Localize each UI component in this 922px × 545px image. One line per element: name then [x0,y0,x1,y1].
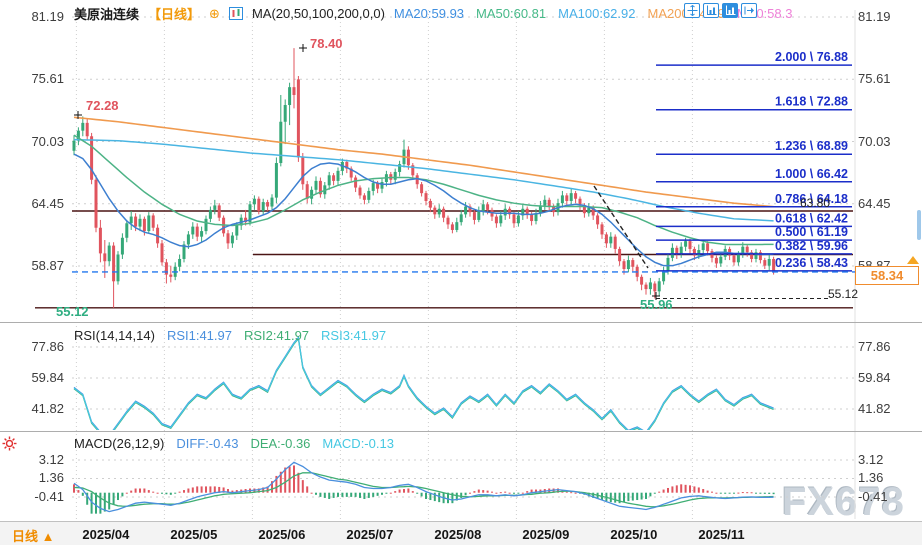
left-high-label: 72.28 [86,98,119,113]
resistance-price-label: 63.80 [800,196,831,210]
macd-axis-label: 3.12 [38,452,64,467]
fib-level-label: 0.236 \ 58.43 [775,256,848,270]
time-axis-label: 2025/06 [258,527,306,542]
fib-level-label: 0.382 \ 59.96 [775,239,848,253]
time-axis-label: 2025/08 [434,527,482,542]
move-icon[interactable] [684,3,700,18]
april-low-label: 55.12 [56,304,89,319]
fib-level-label: 0.618 \ 62.42 [775,211,848,225]
drawing-tool-icon[interactable] [2,436,17,456]
macd-params-label: MACD(26,12,9) [74,436,165,451]
time-axis-label: 2025/09 [522,527,570,542]
anchor-cross-icon [74,111,82,119]
rsi-value-label: RSI2:41.97 [243,328,310,343]
period-selector-button[interactable]: 日线 ▲ [12,529,55,544]
rsi-values: RSI1:41.97 RSI2:41.97 RSI3:41.97 [167,328,386,343]
price-axis-label: 58.87 [31,258,64,273]
macd-value-label: DIFF:-0.43 [176,436,239,451]
macd-axis-label: -0.41 [34,488,64,504]
time-axis-label: 2025/04 [82,527,130,542]
rsi-value-label: RSI3:41.97 [321,328,387,343]
ma-value-label: MA100:62.92 [558,6,636,21]
fib-level-label: 1.618 \ 72.88 [775,95,848,109]
candlesticks [72,48,776,308]
rsi-value-label: RSI1:41.97 [166,328,232,343]
ma-params-label: MA(20,50,100,200,0,0) [251,6,385,21]
period-tag: 【日线】 [148,7,201,22]
fx678-watermark: FX678 [782,480,905,524]
symbol-title: 美原油连续 [74,7,140,22]
axis-scale-icon[interactable] [703,3,719,18]
time-axis-label: 2025/05 [170,527,218,542]
macd-value-label: DEA:-0.36 [250,436,311,451]
rsi-axis-label: 59.84 [31,370,64,385]
fib-level-label: 1.000 \ 66.42 [775,167,848,181]
time-axis-label: 2025/11 [698,527,745,542]
time-axis-label: 2025/10 [610,527,658,542]
macd-value-label: MACD:-0.13 [322,436,394,451]
macd-header: MACD(26,12,9) DIFF:-0.43 DEA:-0.36 MACD:-0… [74,436,394,451]
last-price-tag: 58.34 [855,266,919,285]
price-axis-label: 64.45 [31,195,64,211]
support-price-label: 55.12 [828,287,859,301]
rsi-axis-label: 77.86 [31,339,64,354]
axis-scale-active-icon[interactable] [722,3,738,18]
price-axis-label: 64.45 [858,195,891,211]
indicator-candle-icon[interactable] [228,7,243,20]
macd-axis-label: -0.41 [858,488,888,504]
pop-out-icon[interactable] [741,3,757,18]
rsi-axis-label: 41.82 [858,401,891,416]
ma-value-label: MA20:59.93 [393,6,465,21]
ma-value-label: MA50:60.81 [476,6,547,21]
fib-level-label: 2.000 \ 76.88 [775,50,848,64]
price-axis-label: 70.03 [31,133,64,149]
chart-toolbar [684,3,757,18]
oct-low-label: 55.96 [640,297,673,312]
price-axis-label: 70.03 [858,133,891,149]
bottom-time-axis [0,521,922,545]
time-axis-label: 2025/07 [346,527,394,542]
rsi-axis-label: 77.86 [858,339,891,354]
macd-axis-label: 1.36 [38,470,64,486]
scroll-latest-arrow-icon[interactable] [907,256,919,264]
rsi-curves [73,336,774,430]
rsi-axis-label: 41.82 [31,401,64,416]
fib-level-label: 0.786 \ 64.18 [775,192,848,206]
price-axis-label: 75.61 [31,71,64,87]
macd-plot [73,461,775,514]
rsi-header: RSI(14,14,14) RSI1:41.97 RSI2:41.97 RSI3:4… [74,328,386,343]
rsi-axis-label: 59.84 [858,370,891,385]
price-axis-label: 75.61 [858,71,891,87]
macd-axis-label: 1.36 [858,470,884,486]
fib-level-label: 0.500 \ 61.19 [775,225,848,239]
downtrend-line [593,185,649,269]
ma-lines [73,116,774,267]
right-axis-scrollbar[interactable] [917,210,921,240]
link-anchor-icon[interactable]: ⊕ [209,5,220,21]
swing-high-label: 78.40 [310,36,343,51]
fibonacci-levels: 2.000 \ 76.88 1.618 \ 72.88 1.236 \ 68.89 1… [656,50,852,272]
price-axis-label: 81.19 [31,9,64,24]
macd-values: DIFF:-0.43 DEA:-0.36 MACD:-0.13 [176,436,394,451]
gridlines [0,10,922,519]
rsi-params-label: RSI(14,14,14) [74,328,155,343]
price-axis-label: 81.19 [858,9,891,24]
anchor-cross-icon [299,44,307,52]
anchor-cross-icon [652,292,660,300]
macd-axis-label: 3.12 [858,452,884,467]
fib-level-label: 1.236 \ 68.89 [775,139,848,153]
